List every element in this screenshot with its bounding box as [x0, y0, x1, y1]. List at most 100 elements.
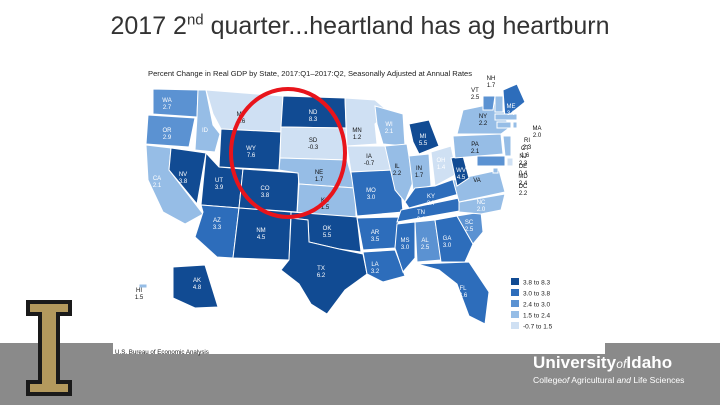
state-abbr-tx: TX	[317, 266, 325, 272]
state-value-al: 2.5	[421, 245, 430, 251]
legend-label: 2.4 to 3.0	[523, 302, 550, 309]
state-value-wa: 2.7	[163, 105, 172, 111]
state-value-co: 3.8	[261, 193, 270, 199]
state-value-ar: 3.5	[371, 237, 380, 243]
state-abbr-de: DE	[519, 164, 527, 170]
state-or	[145, 114, 196, 148]
map-source: U.S. Bureau of Economic Analysis	[115, 349, 209, 356]
state-abbr-md: MD	[518, 174, 528, 180]
state-value-or: 2.9	[163, 135, 172, 141]
state-il	[384, 143, 414, 203]
state-abbr-ct: CT	[521, 146, 529, 152]
legend-label: 3.8 to 8.3	[523, 280, 550, 287]
state-value-nc: 2.0	[477, 207, 486, 213]
state-value-az: 3.3	[213, 225, 222, 231]
state-value-oh: 1.4	[437, 165, 446, 171]
state-value-ma: 2.0	[533, 133, 542, 139]
state-value-mi: 5.5	[419, 141, 428, 147]
state-value-de: 0.4	[519, 171, 528, 177]
state-value-ga: 3.0	[443, 243, 452, 249]
state-abbr-ga: GA	[443, 236, 452, 242]
state-wa	[152, 88, 199, 118]
state-value-fl: 3.6	[459, 293, 468, 299]
state-ri	[512, 121, 518, 129]
slide-title: 2017 2nd quarter...heartland has ag hear…	[110, 11, 610, 40]
state-abbr-dc: DC	[519, 184, 528, 190]
state-abbr-ms: MS	[401, 238, 410, 244]
state-value-in: 1.7	[415, 173, 424, 179]
state-value-ne: 1.7	[315, 177, 324, 183]
state-abbr-vt: VT	[471, 88, 479, 94]
state-abbr-oh: OH	[437, 158, 446, 164]
state-value-ms: 3.0	[401, 245, 410, 251]
state-abbr-nm: NM	[256, 228, 265, 234]
legend-label: -0.7 to 1.5	[523, 324, 553, 331]
state-abbr-tn: TN	[417, 210, 425, 216]
state-abbr-or: OR	[163, 128, 173, 134]
state-me	[502, 83, 526, 119]
state-value-la: 3.2	[371, 269, 380, 275]
state-value-hi: 1.5	[135, 295, 144, 301]
state-abbr-ia: IA	[366, 154, 372, 160]
state-abbr-nh: NH	[487, 76, 496, 82]
university-i-logo	[26, 300, 72, 396]
legend-swatch	[511, 311, 519, 318]
state-value-ct: 1.6	[521, 153, 530, 159]
state-value-ca: 2.1	[153, 183, 162, 189]
state-value-tn: 3.0	[417, 217, 426, 223]
state-abbr-hi: HI	[136, 288, 142, 294]
state-abbr-ne: NE	[315, 170, 323, 176]
state-abbr-va: VA	[473, 178, 481, 184]
state-abbr-me: ME	[507, 104, 516, 110]
state-value-mn: 1.2	[353, 135, 362, 141]
state-value-nm: 4.5	[257, 235, 266, 241]
state-value-pa: 2.1	[471, 149, 480, 155]
state-abbr-pa: PA	[471, 142, 479, 148]
state-value-ut: 3.9	[215, 185, 224, 191]
state-abbr-nd: ND	[309, 110, 318, 116]
state-value-mo: 3.0	[367, 195, 376, 201]
state-abbr-ok: OK	[323, 226, 332, 232]
state-value-nj: 2.3	[519, 161, 528, 167]
state-ms	[394, 221, 416, 273]
state-abbr-ca: CA	[153, 176, 161, 182]
state-mi	[408, 119, 440, 155]
state-abbr-sc: SC	[465, 220, 474, 226]
state-de	[506, 157, 514, 167]
state-value-vt: 2.5	[471, 95, 480, 101]
state-abbr-wv: WV	[456, 168, 466, 174]
state-abbr-mn: MN	[352, 128, 361, 134]
state-hi	[138, 283, 148, 289]
map-title: Percent Change in Real GDP by State, 201…	[148, 69, 473, 78]
state-abbr-nv: NV	[179, 172, 187, 178]
state-nj	[502, 135, 512, 157]
state-abbr-az: AZ	[213, 218, 221, 224]
state-abbr-fl: FL	[459, 286, 467, 292]
state-value-wy: 7.6	[247, 153, 256, 159]
state-abbr-ri: RI	[524, 138, 530, 144]
state-tx	[280, 217, 368, 315]
university-wordmark: UniversityofIdaho Collegeof Agricultural…	[533, 353, 685, 385]
state-abbr-al: AL	[421, 238, 429, 244]
state-mo	[350, 169, 404, 217]
state-value-nd: 8.3	[309, 117, 318, 123]
state-abbr-wy: WY	[246, 146, 256, 152]
legend-swatch	[511, 278, 519, 285]
legend-label: 1.5 to 2.4	[523, 313, 550, 320]
state-ma	[494, 113, 518, 121]
state-abbr-co: CO	[261, 186, 270, 192]
highlight-ellipse	[229, 87, 347, 219]
legend-swatch	[511, 322, 519, 329]
state-abbr-sd: SD	[309, 138, 318, 144]
state-abbr-mi: MI	[420, 134, 427, 140]
legend-label: 3.0 to 3.8	[523, 291, 550, 298]
state-abbr-id: ID	[202, 128, 209, 134]
state-value-ok: 5.5	[323, 233, 332, 239]
state-value-mt: 0.6	[237, 119, 246, 125]
state-value-md: 2.4	[519, 181, 528, 187]
state-ct	[496, 121, 512, 129]
state-value-tx: 6.2	[317, 273, 326, 279]
state-la	[362, 249, 406, 283]
state-id	[194, 89, 221, 153]
